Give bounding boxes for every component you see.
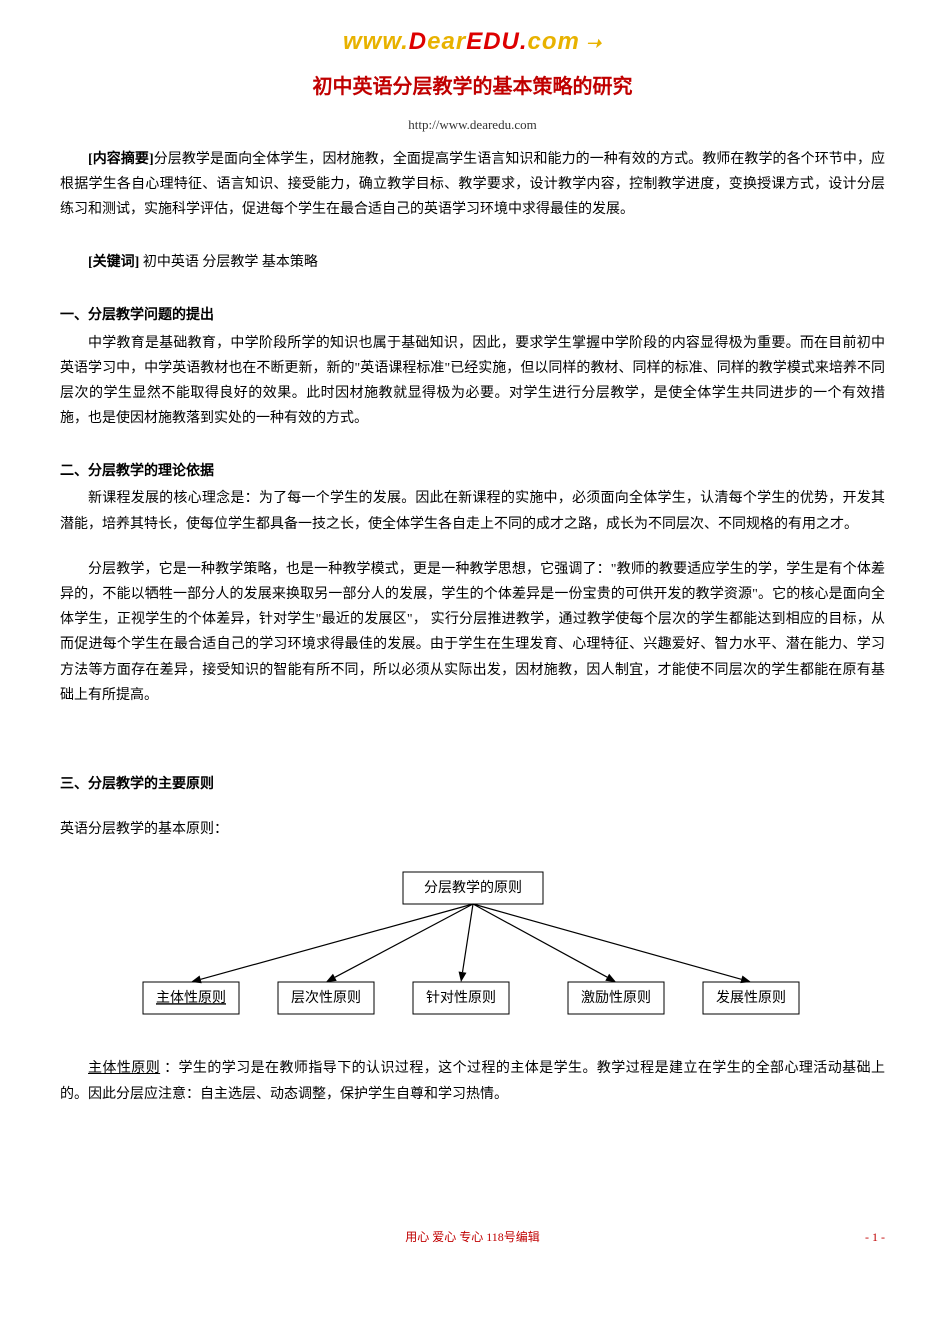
logo-com: com bbox=[528, 28, 580, 55]
section-1-title: 一、分层教学问题的提出 bbox=[60, 303, 885, 328]
section-3-title: 三、分层教学的主要原则 bbox=[60, 772, 885, 797]
logo-ear: ear bbox=[427, 28, 466, 55]
page-number: - 1 - bbox=[865, 1227, 885, 1249]
abstract-label: [内容摘要] bbox=[88, 152, 154, 167]
principles-diagram: 分层教学的原则主体性原则 层次性原则 针对性原则 激励性原则 发展性原则 bbox=[123, 862, 823, 1032]
section-2-title: 二、分层教学的理论依据 bbox=[60, 459, 885, 484]
svg-text:主体性原则: 主体性原则 bbox=[156, 991, 226, 1007]
keywords-label: [关键词] bbox=[88, 255, 139, 270]
keywords-text: 初中英语 分层教学 基本策略 bbox=[139, 255, 318, 270]
logo-www: www. bbox=[343, 28, 409, 55]
page-title: 初中英语分层教学的基本策略的研究 bbox=[60, 69, 885, 105]
keywords-line: [关键词] 初中英语 分层教学 基本策略 bbox=[60, 250, 885, 275]
logo-edu: EDU bbox=[466, 28, 520, 55]
principle-paragraph: 主体性原则 ：学生的学习是在教师指导下的认识过程，这个过程的主体是学生。教学过程… bbox=[60, 1056, 885, 1106]
source-url: http://www.dearedu.com bbox=[60, 113, 885, 136]
svg-text:层次性原则: 层次性原则 bbox=[291, 991, 361, 1007]
logo-arrow-icon: ➝ bbox=[580, 33, 602, 53]
footer-text: 用心 爱心 专心 118号编辑 bbox=[405, 1230, 540, 1244]
svg-text:针对性原则: 针对性原则 bbox=[426, 991, 496, 1007]
diagram-svg: 分层教学的原则主体性原则 层次性原则 针对性原则 激励性原则 发展性原则 bbox=[123, 862, 823, 1032]
abstract-paragraph: [内容摘要]分层教学是面向全体学生，因材施教，全面提高学生语言知识和能力的一种有… bbox=[60, 147, 885, 223]
logo-dot: . bbox=[520, 28, 528, 55]
logo-d: D bbox=[409, 28, 427, 55]
principle-label: 主体性原则 bbox=[88, 1061, 160, 1076]
abstract-text: 分层教学是面向全体学生，因材施教，全面提高学生语言知识和能力的一种有效的方式。教… bbox=[60, 152, 885, 217]
svg-text:分层教学的原则: 分层教学的原则 bbox=[424, 881, 522, 897]
page-footer: 用心 爱心 专心 118号编辑 - 1 - bbox=[60, 1227, 885, 1249]
section-1-paragraph-1: 中学教育是基础教育，中学阶段所学的知识也属于基础知识，因此，要求学生掌握中学阶段… bbox=[60, 331, 885, 432]
section-3-subtitle: 英语分层教学的基本原则： bbox=[60, 817, 885, 842]
svg-text:激励性原则: 激励性原则 bbox=[581, 990, 651, 1007]
svg-text:发展性原则: 发展性原则 bbox=[716, 991, 786, 1007]
section-2-paragraph-1: 新课程发展的核心理念是：为了每一个学生的发展。因此在新课程的实施中，必须面向全体… bbox=[60, 486, 885, 536]
section-2-paragraph-2: 分层教学，它是一种教学策略，也是一种教学模式，更是一种教学思想，它强调了："教师… bbox=[60, 557, 885, 708]
principle-text: ：学生的学习是在教师指导下的认识过程，这个过程的主体是学生。教学过程是建立在学生… bbox=[60, 1061, 885, 1101]
site-logo: www.DearEDU.com ➝ bbox=[60, 20, 885, 63]
